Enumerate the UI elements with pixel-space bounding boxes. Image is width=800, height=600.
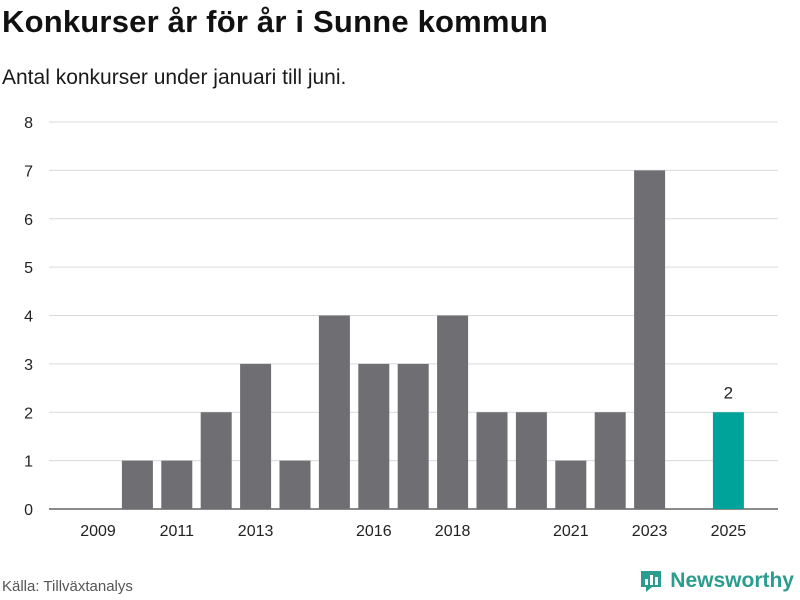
bar-2022	[594, 412, 626, 509]
data-labels: 2	[724, 383, 733, 402]
x-tick-label: 2021	[553, 523, 589, 540]
chart-title: Konkurser år för år i Sunne kommun	[2, 4, 548, 39]
y-axis-ticks: 0 1 2 3 4 5 6 7 8	[24, 115, 33, 519]
y-tick-label: 7	[24, 163, 33, 180]
y-tick-label: 6	[24, 212, 33, 229]
bar-2011	[161, 460, 193, 509]
y-tick-label: 4	[24, 309, 33, 326]
source-note: Källa: Tillväxtanalys	[2, 578, 133, 595]
x-axis-ticks: 2009 2011 2013 2016 2018 2021 2023 2025	[80, 523, 746, 540]
x-tick-label: 2011	[160, 523, 195, 540]
bar-2014	[279, 460, 311, 509]
bar-2023	[634, 170, 666, 509]
bar-2019	[476, 412, 508, 509]
data-label-2025: 2	[724, 383, 733, 402]
x-tick-label: 2013	[238, 523, 274, 540]
bar-2018	[437, 315, 469, 509]
bars	[121, 170, 744, 509]
y-tick-label: 0	[24, 502, 33, 519]
bar-2013	[240, 363, 272, 509]
x-tick-label: 2016	[356, 523, 392, 540]
bar-2016	[358, 363, 390, 509]
y-tick-label: 5	[24, 260, 33, 277]
x-tick-label: 2025	[711, 523, 747, 540]
brand-name: Newsworthy	[670, 569, 794, 592]
bar-chart-logo-icon	[641, 571, 662, 592]
y-tick-label: 8	[24, 115, 33, 132]
bar-2015	[318, 315, 350, 509]
bar-2012	[200, 412, 232, 509]
x-tick-label: 2023	[632, 523, 668, 540]
bar-2010	[121, 460, 153, 509]
brand-logo[interactable]: Newsworthy	[638, 568, 794, 594]
bar-2017	[397, 363, 429, 509]
y-tick-label: 2	[24, 405, 33, 422]
bar-2025	[712, 412, 744, 509]
bar-2021	[555, 460, 587, 509]
y-tick-label: 3	[24, 357, 33, 374]
chart-subtitle: Antal konkurser under januari till juni.	[2, 66, 347, 89]
x-tick-label: 2018	[435, 523, 471, 540]
y-tick-label: 1	[24, 454, 33, 471]
x-tick-label: 2009	[80, 523, 116, 540]
bar-2020	[515, 412, 547, 509]
